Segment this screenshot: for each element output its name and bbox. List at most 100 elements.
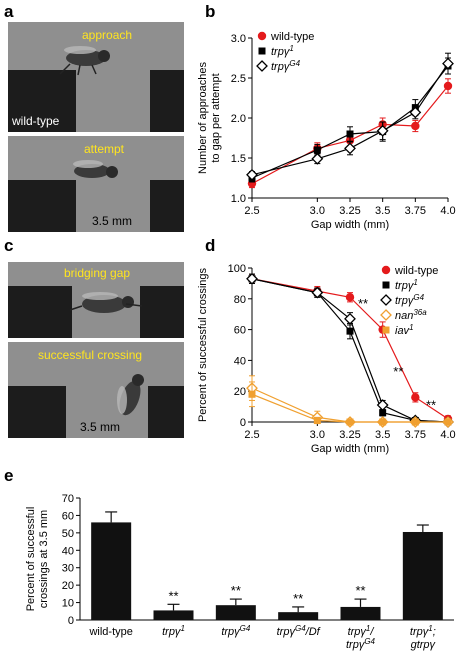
right-ledge [148,386,184,438]
caption-bridging: bridging gap [64,266,131,280]
legend-marker [381,265,391,275]
data-point [411,418,419,426]
category-label: trpγ1; [410,624,436,638]
photo-approach: approach wild-type [8,22,184,132]
panel-label-d: d [205,236,216,255]
legend-label: trpγ1 [271,44,294,58]
series-line [251,65,449,179]
y-tick-label: 0 [240,417,246,429]
data-point [379,418,387,426]
y-axis-label: Percent of successful crossings [197,267,209,422]
y-tick-label: 2.0 [231,113,246,125]
data-point [376,124,389,137]
y-tick-label: 2.5 [231,73,246,85]
photo-crossing: successful crossing 3.5 mm [8,342,184,438]
data-point [311,152,324,165]
bar [215,605,256,620]
y-tick-label: 3.0 [231,33,246,45]
category-label: trpγ1 [162,624,185,638]
data-point [344,312,356,325]
legend-label: wild-type [394,265,438,277]
data-point [346,327,354,335]
left-ledge [8,70,76,132]
x-tick-label: 3.25 [339,205,360,217]
caption-crossing: successful crossing [38,348,143,362]
x-tick-label: 3.0 [310,429,325,441]
right-ledge [150,70,184,132]
legend-label: iav1 [395,323,414,337]
y-tick-label: 70 [62,493,74,505]
y-tick-label: 60 [62,510,74,522]
category-label: gtrpγ [411,639,437,651]
bar [153,610,194,620]
significance-annotation: ** [231,583,241,598]
panel-label-a: a [4,2,14,21]
category-label: trpγG4 [346,637,376,651]
chart-d-successful-crossings: 0 20 40 60 80 100 2.5 3.0 3.25 3.5 3.75 4.0 Gap widt… [197,263,456,455]
y-tick-label: 100 [228,263,246,275]
y-axis-label: Number of approaches [197,62,209,174]
photo-bridging: bridging gap [8,262,184,338]
data-point [313,416,321,424]
x-tick-label: 2.5 [244,205,259,217]
category-label: trpγG4/Df [277,624,321,638]
data-point [442,57,454,70]
data-point [411,393,420,402]
data-point [313,146,321,154]
right-ledge [150,180,184,232]
legend-marker [382,326,390,334]
data-point [411,121,420,131]
fly-approach-illustration [59,46,110,76]
significance-annotation: ** [168,588,178,603]
legend-marker [258,47,266,55]
legend-label: nan36a [395,308,427,322]
x-tick-label: 3.5 [375,205,390,217]
data-point [346,130,354,138]
significance-annotation: ** [293,591,303,606]
series-line [251,393,448,423]
legend-marker [257,31,267,41]
data-point [346,418,354,426]
left-ledge [8,386,66,438]
data-point [248,390,256,398]
legend-label: trpγ1 [395,278,418,292]
bar [278,612,319,620]
data-point [444,418,452,426]
category-label: trpγ1/ [348,624,375,638]
x-tick-label: 3.25 [339,429,360,441]
y-tick-label: 1.5 [231,153,246,165]
x-tick-label: 3.5 [375,429,390,441]
chart-e-crossings-bar: 0 10 20 30 40 50 60 70 Percent of successful cros… [25,493,454,651]
y-tick-label: 20 [234,386,246,398]
y-axis-label: crossings at 3.5 mm [38,510,50,608]
legend-marker [382,281,390,289]
fly-crossing-illustration [117,374,144,416]
x-tick-label: 3.0 [310,205,325,217]
legend-label: wild-type [270,31,314,43]
y-tick-label: 10 [62,598,74,610]
series-line [251,63,449,176]
right-ledge [140,286,184,338]
category-label: trpγG4 [221,624,251,638]
chart-b-approaches: 1.0 1.5 2.0 2.5 3.0 2.5 3.0 3.25 3.5 3.75 4.0 Gap w… [197,31,456,231]
significance-annotation: ** [393,364,403,379]
caption-approach: approach [82,28,133,42]
x-tick-label: 3.75 [405,429,426,441]
x-tick-label: 4.0 [440,205,455,217]
legend-label: trpγG4 [271,59,301,73]
legend-marker [380,294,392,306]
panel-label-b: b [205,2,216,21]
caption-attempt: attempt [84,142,125,156]
data-point [246,168,258,181]
y-tick-label: 50 [62,528,74,540]
significance-annotation: ** [355,583,365,598]
panel-label-e: e [4,466,14,485]
data-point [345,293,355,302]
data-point [443,81,453,91]
data-point [246,272,258,285]
x-tick-label: 4.0 [440,429,455,441]
data-point [379,409,387,417]
y-tick-label: 40 [234,355,246,367]
significance-annotation: ** [426,398,436,413]
series-line [251,278,449,420]
